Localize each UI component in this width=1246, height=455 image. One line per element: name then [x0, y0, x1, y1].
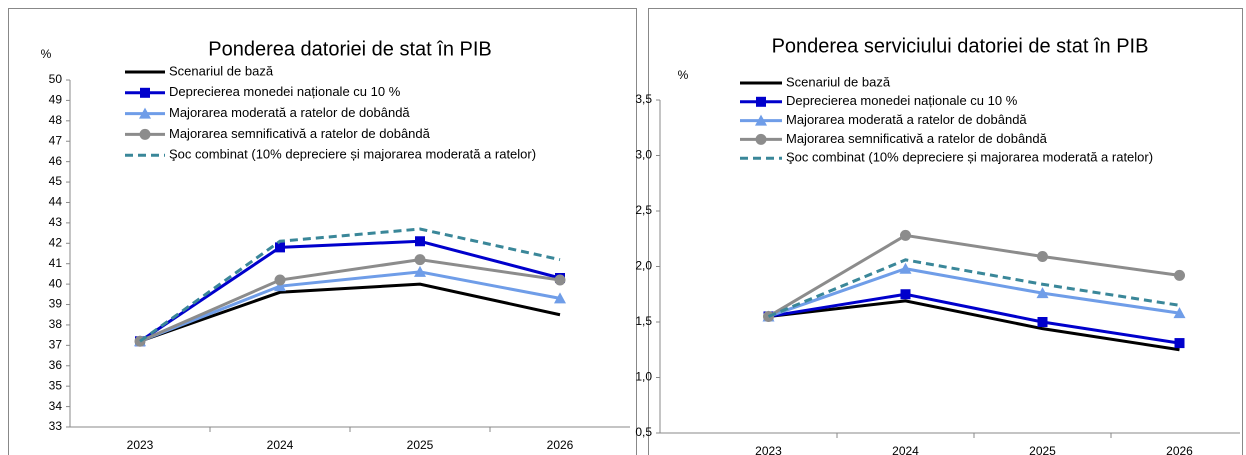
marker	[275, 242, 285, 253]
legend-label: Scenariul de bază	[786, 74, 891, 89]
legend-marker	[139, 107, 151, 119]
y-tick-label: 41	[49, 256, 63, 270]
legend-label: Majorarea semnificativă a ratelor de dob…	[169, 126, 431, 141]
legend-marker	[139, 128, 151, 140]
y-tick-label: 1,0	[635, 370, 652, 384]
series-line	[139, 258, 561, 343]
marker	[900, 289, 911, 300]
x-tick-label: 2023	[127, 438, 154, 452]
y-tick-label: 3,5	[635, 92, 652, 106]
y-tick-label: 46	[49, 154, 63, 168]
legend-marker	[755, 133, 767, 145]
series-line	[767, 233, 1180, 318]
y-tick-label: 48	[49, 113, 63, 127]
legend-label: Majorarea moderată a ratelor de dobândă	[169, 105, 410, 120]
marker	[1037, 251, 1048, 263]
legend-label: Şoc combinat (10% depreciere și majorare…	[169, 147, 536, 162]
marker	[415, 236, 425, 247]
marker	[1173, 307, 1186, 319]
legend-label: Scenariul de bază	[169, 63, 274, 78]
series-line	[139, 239, 561, 343]
y-tick-label: 0,5	[635, 425, 652, 439]
marker	[1037, 317, 1048, 327]
series-line	[139, 282, 561, 343]
y-axis-label: %	[41, 47, 52, 61]
marker	[554, 292, 566, 304]
series-line	[139, 270, 561, 343]
marker	[1174, 269, 1185, 281]
x-tick-label: 2024	[892, 444, 919, 455]
y-tick-label: 3,0	[635, 148, 652, 162]
marker	[414, 254, 426, 266]
y-tick-label: 38	[49, 317, 63, 331]
panel-frame	[648, 8, 1243, 455]
y-tick-label: 35	[49, 378, 63, 392]
marker	[274, 280, 286, 292]
marker	[1174, 338, 1185, 349]
y-tick-label: 45	[49, 174, 63, 188]
series-line	[768, 267, 1180, 318]
chart-title: Ponderea serviciului datoriei de stat în…	[772, 35, 1149, 57]
x-tick-label: 2024	[267, 438, 294, 452]
x-tick-label: 2025	[407, 438, 434, 452]
legend-label: Şoc combinat (10% depreciere și majorare…	[786, 150, 1153, 165]
y-tick-label: 42	[49, 235, 63, 249]
x-tick-label: 2023	[755, 444, 782, 455]
marker	[1036, 287, 1049, 299]
y-tick-label: 36	[49, 358, 63, 372]
panel-frame	[8, 8, 637, 455]
legend-label: Deprecierea monedei naționale cu 10 %	[169, 84, 401, 99]
series-line	[767, 258, 1180, 318]
x-tick-label: 2026	[1166, 444, 1193, 455]
legend-marker	[755, 114, 767, 126]
x-tick-label: 2025	[1029, 444, 1056, 455]
y-tick-label: 37	[49, 338, 63, 352]
marker	[274, 274, 286, 286]
legend-marker	[140, 87, 150, 98]
series-line	[768, 299, 1180, 352]
y-tick-label: 49	[49, 93, 63, 107]
legend-label: Deprecierea monedei naționale cu 10 %	[786, 93, 1018, 108]
y-tick-label: 1,5	[635, 314, 652, 328]
marker	[899, 262, 912, 274]
legend-marker	[756, 96, 766, 107]
marker	[900, 229, 911, 241]
y-tick-label: 50	[49, 72, 63, 86]
y-tick-label: 2,5	[635, 203, 652, 217]
y-tick-label: 44	[49, 195, 63, 209]
x-tick-label: 2026	[547, 438, 574, 452]
legend-label: Majorarea semnificativă a ratelor de dob…	[786, 131, 1048, 146]
marker	[414, 265, 426, 277]
y-tick-label: 2,0	[635, 259, 652, 273]
y-tick-label: 43	[49, 215, 63, 229]
y-tick-label: 33	[49, 419, 63, 433]
legend-label: Majorarea moderată a ratelor de dobândă	[786, 112, 1027, 127]
marker	[554, 274, 566, 286]
y-tick-label: 39	[49, 297, 63, 311]
series-line	[768, 292, 1180, 345]
y-tick-label: 40	[49, 276, 63, 290]
chart-title: Ponderea datoriei de stat în PIB	[208, 38, 492, 60]
y-axis-label: %	[678, 68, 689, 82]
series-line	[139, 227, 561, 343]
y-tick-label: 34	[49, 399, 63, 413]
y-tick-label: 47	[49, 133, 63, 147]
